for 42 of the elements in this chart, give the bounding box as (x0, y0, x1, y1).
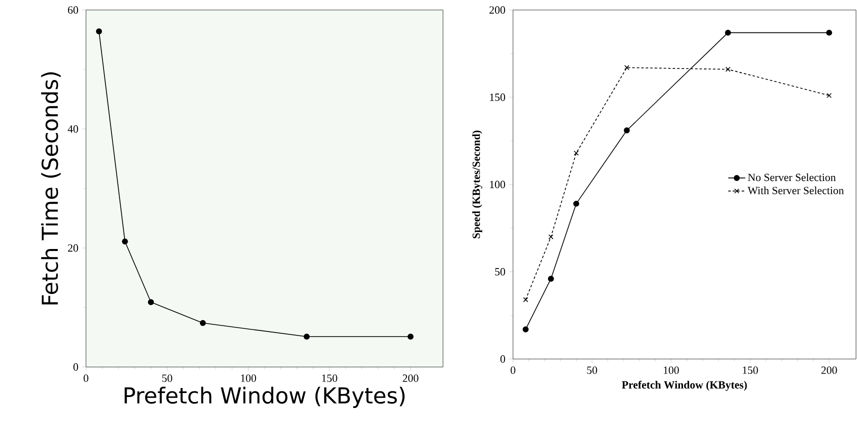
y-tick-label: 0 (500, 355, 506, 363)
y-tick-label: 150 (490, 94, 506, 101)
x-tick-label: 50 (162, 374, 172, 382)
x-tick-label: 150 (322, 374, 338, 382)
point (200, 320, 206, 326)
point (826, 30, 832, 36)
x-tick-label: 100 (664, 366, 679, 374)
x-tick-label: 0 (84, 374, 88, 382)
x-tick-label: 200 (821, 366, 837, 374)
y-tick-label: 20 (68, 244, 78, 252)
point (522, 326, 529, 332)
x-tick-label: 0 (510, 366, 516, 374)
point (574, 150, 579, 156)
x-tick-label: 150 (742, 366, 758, 374)
y-axis-title: Speed (KBytes/Second) (472, 130, 482, 238)
y-tick-label: 50 (495, 268, 506, 276)
point (408, 334, 414, 340)
point (148, 299, 154, 306)
point (826, 92, 832, 98)
point (624, 65, 630, 70)
point (725, 66, 730, 72)
x-tick-label: 100 (241, 374, 256, 382)
point (548, 276, 554, 282)
y-axis-title: Fetch Time (Seconds) (41, 72, 61, 304)
point (122, 238, 128, 244)
legend-label: No Server Selection (748, 173, 836, 182)
x-axis-title: Prefetch Window (KBytes) (124, 386, 405, 408)
y-tick-label: 100 (490, 180, 506, 188)
point (96, 28, 102, 34)
y-tick-label: 60 (68, 6, 78, 14)
point (624, 127, 630, 134)
x-tick-label: 50 (587, 366, 598, 374)
point (523, 297, 528, 302)
legend-label: With Server Selection (748, 186, 844, 194)
point (573, 200, 580, 207)
point (304, 334, 310, 340)
y-tick-label: 200 (490, 6, 506, 14)
point (548, 234, 554, 240)
x-tick-label: 200 (402, 374, 418, 382)
y-tick-label: 40 (68, 125, 78, 133)
point (724, 30, 731, 36)
x-axis-title: Prefetch Window (KBytes) (622, 380, 747, 391)
